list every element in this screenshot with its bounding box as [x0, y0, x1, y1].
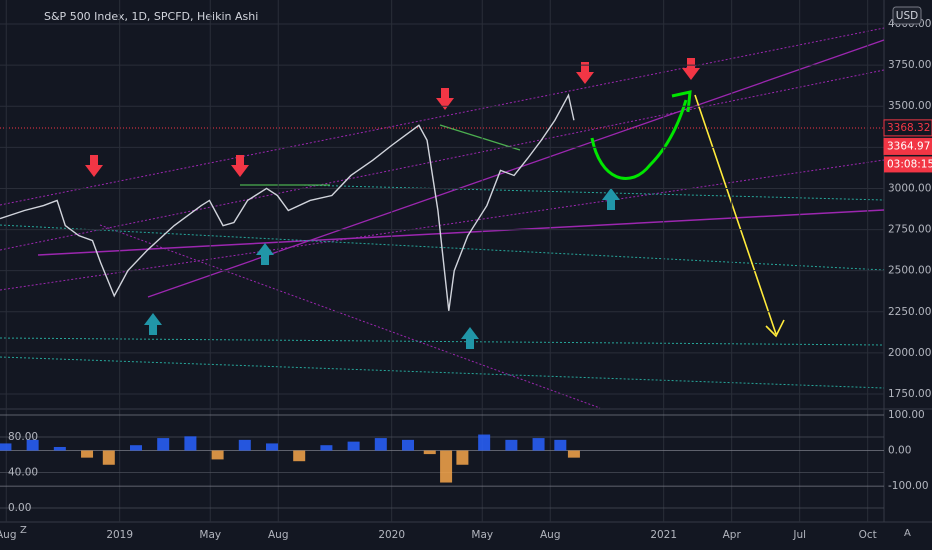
- x-tick-label: Oct: [859, 529, 877, 541]
- histogram-bar: [374, 438, 387, 451]
- price-tag: [883, 137, 932, 155]
- trendline: [37, 209, 885, 256]
- y-tick-label: 2250.00: [888, 306, 931, 318]
- y2-tick-label: 0.00: [8, 502, 31, 514]
- arrow-head: [765, 319, 785, 338]
- up-marker: [602, 188, 620, 210]
- histogram-bar: [238, 439, 251, 451]
- histogram-bar: [211, 450, 224, 460]
- price-tag: [883, 119, 932, 137]
- down-marker: [436, 88, 454, 110]
- x-tick-label: May: [471, 529, 493, 541]
- trendline: [0, 159, 885, 291]
- x-tick-label: Jul: [792, 529, 806, 541]
- up-marker: [256, 243, 274, 265]
- histogram-bar: [320, 445, 333, 451]
- down-marker: [231, 155, 249, 177]
- x-tick-label: 2020: [378, 529, 405, 541]
- histogram-bar: [505, 439, 518, 451]
- histogram-bar: [26, 439, 39, 451]
- trendline: [439, 124, 521, 151]
- histogram-bar: [266, 443, 278, 451]
- y-tick-label: 100.00: [888, 409, 925, 421]
- price-line: [0, 93, 575, 311]
- y-tick-label: 2500.00: [888, 265, 931, 277]
- histogram-bar: [478, 434, 491, 451]
- histogram-bar: [347, 441, 360, 451]
- x-tick-label: 2021: [650, 529, 677, 541]
- price-tag-label: 3368.32: [887, 122, 930, 134]
- histogram-bar: [0, 443, 12, 451]
- trendline: [0, 224, 885, 271]
- countdown: 03:08:15: [887, 158, 932, 170]
- chart-title: S&P 500 Index, 1D, SPCFD, Heikin Ashi: [44, 10, 258, 23]
- histogram-bar: [293, 450, 306, 462]
- curve-arrow: [590, 99, 688, 181]
- x-tick-label: Aug: [268, 529, 289, 541]
- trendline: [0, 337, 885, 346]
- countdown-tag: [884, 156, 932, 173]
- y-tick-label: -100.00: [888, 480, 929, 492]
- up-marker: [144, 313, 162, 335]
- x-tick-label: Aug: [540, 529, 561, 541]
- y-tick-label: 1750.00: [888, 388, 931, 400]
- markers: [85, 58, 700, 349]
- currency: USD: [896, 10, 918, 22]
- x-tick-label: Aug: [0, 529, 17, 541]
- y-tick-label: 3500.00: [888, 100, 931, 112]
- down-marker: [682, 58, 700, 80]
- histogram-bar: [81, 450, 94, 458]
- histogram-bar: [567, 450, 580, 458]
- arrow-head: [671, 90, 692, 113]
- y-tick-label: 3750.00: [888, 59, 931, 71]
- histogram-bar: [532, 438, 545, 451]
- a-icon[interactable]: A: [904, 528, 911, 539]
- currency-badge: [892, 6, 922, 25]
- histogram-bar: [130, 445, 142, 451]
- trendline: [0, 356, 885, 389]
- y-tick-label: 2000.00: [888, 347, 931, 359]
- z-icon[interactable]: Z: [20, 525, 27, 536]
- trendline: [299, 184, 885, 201]
- histogram-bar: [102, 450, 115, 465]
- down-marker: [85, 155, 103, 177]
- histogram-bar: [53, 446, 66, 451]
- x-tick-label: 2019: [106, 529, 133, 541]
- histogram-bar: [440, 450, 453, 483]
- histogram-bar: [456, 450, 469, 465]
- histogram-bar: [157, 438, 170, 451]
- histogram-bar: [184, 436, 197, 451]
- x-tick-label: May: [199, 529, 221, 541]
- drawings: [0, 27, 885, 409]
- y-tick-label: 2750.00: [888, 224, 931, 236]
- y2-tick-label: 40.00: [8, 466, 38, 478]
- histogram-bar: [554, 439, 567, 451]
- y-tick-label: 0.00: [888, 445, 911, 457]
- down-arrow: [694, 94, 777, 335]
- up-marker: [461, 327, 479, 349]
- histogram-bar: [423, 450, 436, 455]
- histogram-bar: [402, 439, 414, 451]
- trendline: [99, 224, 601, 409]
- y-tick-label: 3000.00: [888, 182, 931, 194]
- price-tag-label: 3364.97: [887, 140, 930, 152]
- x-tick-label: Apr: [723, 529, 742, 541]
- down-marker: [576, 62, 594, 84]
